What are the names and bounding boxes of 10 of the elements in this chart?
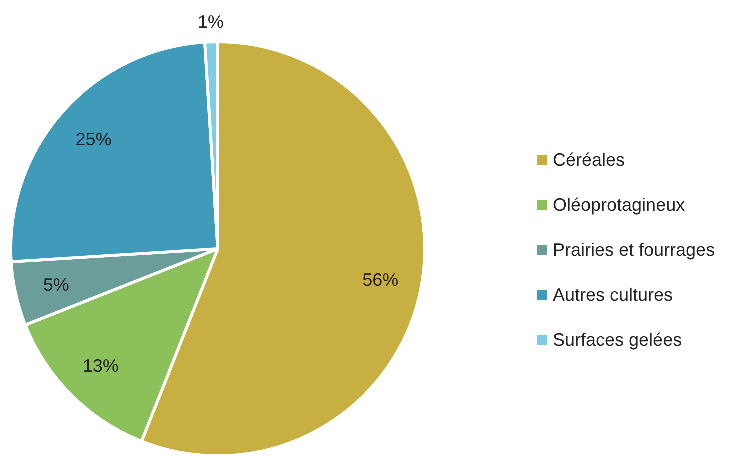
data-label: 13% <box>82 356 119 376</box>
legend-label: Céréales <box>553 150 626 170</box>
data-label: 25% <box>76 129 112 150</box>
legend-label: Surfaces gelées <box>553 330 682 350</box>
data-label: 56% <box>362 270 399 290</box>
data-label: 5% <box>43 275 70 296</box>
legend-label: Oléoprotagineux <box>553 195 686 215</box>
legend-label: Prairies et fourrages <box>553 240 716 260</box>
legend-label: Autres cultures <box>553 285 674 305</box>
data-label: 1% <box>198 12 224 32</box>
